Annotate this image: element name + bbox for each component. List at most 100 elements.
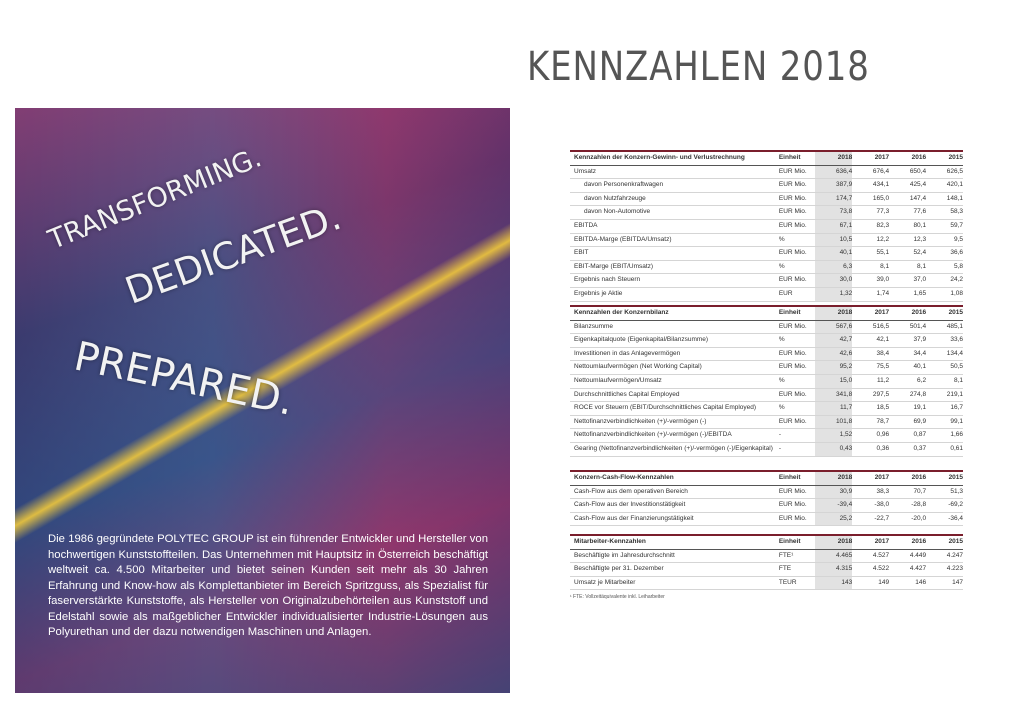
cell: 16,7 bbox=[950, 404, 964, 412]
cell: 0,61 bbox=[950, 444, 964, 452]
cell: 1,66 bbox=[950, 431, 964, 439]
cell: 75,5 bbox=[876, 363, 890, 371]
cell: EUR Mio. bbox=[778, 390, 807, 398]
cell: -36,4 bbox=[948, 514, 964, 522]
cell: 2018 bbox=[815, 536, 853, 549]
cell: 1,52 bbox=[815, 429, 853, 442]
cell: 8,1 bbox=[880, 262, 890, 270]
cell: - bbox=[778, 444, 782, 452]
cell: 95,2 bbox=[815, 361, 853, 374]
cell: 2016 bbox=[911, 538, 927, 545]
cell: Bilanzsumme bbox=[574, 322, 614, 330]
table: Mitarbeiter-Kennzahlen Einheit 2018 2017 201… bbox=[570, 534, 963, 600]
headline: PREPARED. bbox=[70, 333, 298, 425]
cell: 1,08 bbox=[950, 289, 964, 297]
cell: % bbox=[778, 235, 785, 243]
cell: 485,1 bbox=[946, 322, 964, 330]
cell: 39,0 bbox=[876, 276, 890, 284]
cell: EUR Mio. bbox=[778, 167, 807, 175]
cell: 34,4 bbox=[913, 349, 927, 357]
cell: 77,3 bbox=[876, 208, 890, 216]
cell: Durchschnittliches Capital Employed bbox=[574, 390, 680, 398]
table-row: davon Nutzfahrzeuge EUR Mio. 174,7 165,0 147… bbox=[570, 192, 964, 207]
cell: 0,87 bbox=[913, 431, 927, 439]
cell: 58,3 bbox=[950, 208, 964, 216]
cell: 148,1 bbox=[946, 194, 964, 202]
cell: 2016 bbox=[911, 154, 927, 161]
cell: 42,7 bbox=[815, 334, 853, 347]
cell: EUR Mio. bbox=[778, 276, 807, 284]
table-row: Ergebnis je Aktie EUR 1,32 1,74 1,65 1,08 bbox=[570, 287, 964, 302]
cell: 30,0 bbox=[815, 274, 853, 287]
table-row: Umsatz EUR Mio. 636,4 676,4 650,4 626,5 bbox=[570, 165, 964, 180]
cell: 636,4 bbox=[815, 165, 853, 179]
cell: Nettofinanzverbindlichkeiten (+)/-vermög… bbox=[574, 431, 732, 439]
cell: 2018 bbox=[815, 152, 853, 165]
cell: 38,4 bbox=[876, 349, 890, 357]
table-row: Nettofinanzverbindlichkeiten (+)/-vermög… bbox=[570, 415, 964, 430]
cell: EUR Mio. bbox=[778, 487, 807, 495]
page-title: KENNZAHLEN 2018 bbox=[527, 44, 870, 90]
cell: 434,1 bbox=[872, 181, 890, 189]
cell: Investitionen in das Anlagevermögen bbox=[574, 349, 681, 357]
cell: 55,1 bbox=[876, 249, 890, 257]
cell: EUR bbox=[778, 289, 793, 297]
table-row: Bilanzsumme EUR Mio. 567,6 516,5 501,4 485,1 bbox=[570, 320, 964, 335]
table-row: EBITDA EUR Mio. 67,1 82,3 80,1 59,7 bbox=[570, 219, 964, 234]
cell: 147 bbox=[952, 578, 964, 586]
table-row: Gearing (Nettofinanzverbindlichkeiten (+… bbox=[570, 442, 964, 457]
cell: 1,74 bbox=[876, 289, 890, 297]
cell: EBIT-Marge (EBIT/Umsatz) bbox=[574, 262, 654, 270]
cell: 425,4 bbox=[909, 181, 927, 189]
table-header: Kennzahlen der Konzern-Gewinn- und Verlu… bbox=[570, 150, 963, 166]
cell: 4.247 bbox=[946, 551, 964, 559]
cell: 4.427 bbox=[909, 565, 927, 573]
cell: 2016 bbox=[911, 309, 927, 316]
cell: 2017 bbox=[874, 154, 890, 161]
cell: 99,1 bbox=[950, 417, 964, 425]
cell: 19,1 bbox=[913, 404, 927, 412]
cell: EBITDA-Marge (EBITDA/Umsatz) bbox=[574, 235, 672, 243]
table-row: Durchschnittliches Capital Employed EUR M… bbox=[570, 388, 963, 403]
table-row: Investitionen in das Anlagevermögen EUR M… bbox=[570, 347, 963, 362]
cell: Cash-Flow aus der Investitionstätigkeit bbox=[574, 501, 686, 509]
cell: 516,5 bbox=[872, 322, 890, 330]
cell: Beschäftigte im Jahresdurchschnitt bbox=[574, 551, 675, 559]
table-row: Eigenkapitalquote (Eigenkapital/Bilanzsu… bbox=[570, 334, 963, 348]
cell: 40,1 bbox=[815, 247, 853, 260]
table-row: Cash-Flow aus der Investitionstätigkeit E… bbox=[570, 499, 963, 513]
cell: 147,4 bbox=[909, 194, 927, 202]
cell: 2017 bbox=[874, 538, 890, 545]
table: Kennzahlen der Konzernbilanz Einheit 2018 2… bbox=[570, 305, 963, 457]
cell: Konzern-Cash-Flow-Kennzahlen bbox=[574, 474, 674, 481]
cell: 67,1 bbox=[815, 219, 853, 233]
cell: % bbox=[778, 404, 785, 412]
cell: 42,1 bbox=[876, 336, 890, 344]
cell: 420,1 bbox=[946, 181, 964, 189]
cell: 6,2 bbox=[917, 376, 927, 384]
cell: 0,37 bbox=[913, 444, 927, 452]
cell: 2015 bbox=[948, 154, 964, 161]
cell: 0,36 bbox=[876, 444, 890, 452]
cell: davon Non-Automotive bbox=[584, 208, 651, 216]
cell: % bbox=[778, 336, 785, 344]
cell: 149 bbox=[878, 578, 890, 586]
cell: 38,3 bbox=[876, 487, 890, 495]
cell: Einheit bbox=[778, 154, 801, 161]
cell: 10,5 bbox=[815, 233, 853, 247]
cell: 69,9 bbox=[913, 417, 927, 425]
cell: 8,1 bbox=[917, 262, 927, 270]
cell: 51,3 bbox=[950, 487, 964, 495]
cell: 59,7 bbox=[950, 221, 964, 229]
table-row: Nettoumlaufvermögen (Net Working Capital… bbox=[570, 361, 963, 375]
cell: Kennzahlen der Konzernbilanz bbox=[574, 309, 669, 316]
cell: 626,5 bbox=[946, 167, 964, 175]
cell: 18,5 bbox=[876, 404, 890, 412]
cell: 2015 bbox=[948, 309, 964, 316]
cell: Cash-Flow aus der Finanzierungstätigkeit bbox=[574, 514, 694, 522]
cell: Eigenkapitalquote (Eigenkapital/Bilanzsu… bbox=[574, 336, 709, 344]
cell: 77,6 bbox=[913, 208, 927, 216]
cell: 650,4 bbox=[909, 167, 927, 175]
cell: 33,6 bbox=[950, 336, 964, 344]
cell: 165,0 bbox=[872, 194, 890, 202]
